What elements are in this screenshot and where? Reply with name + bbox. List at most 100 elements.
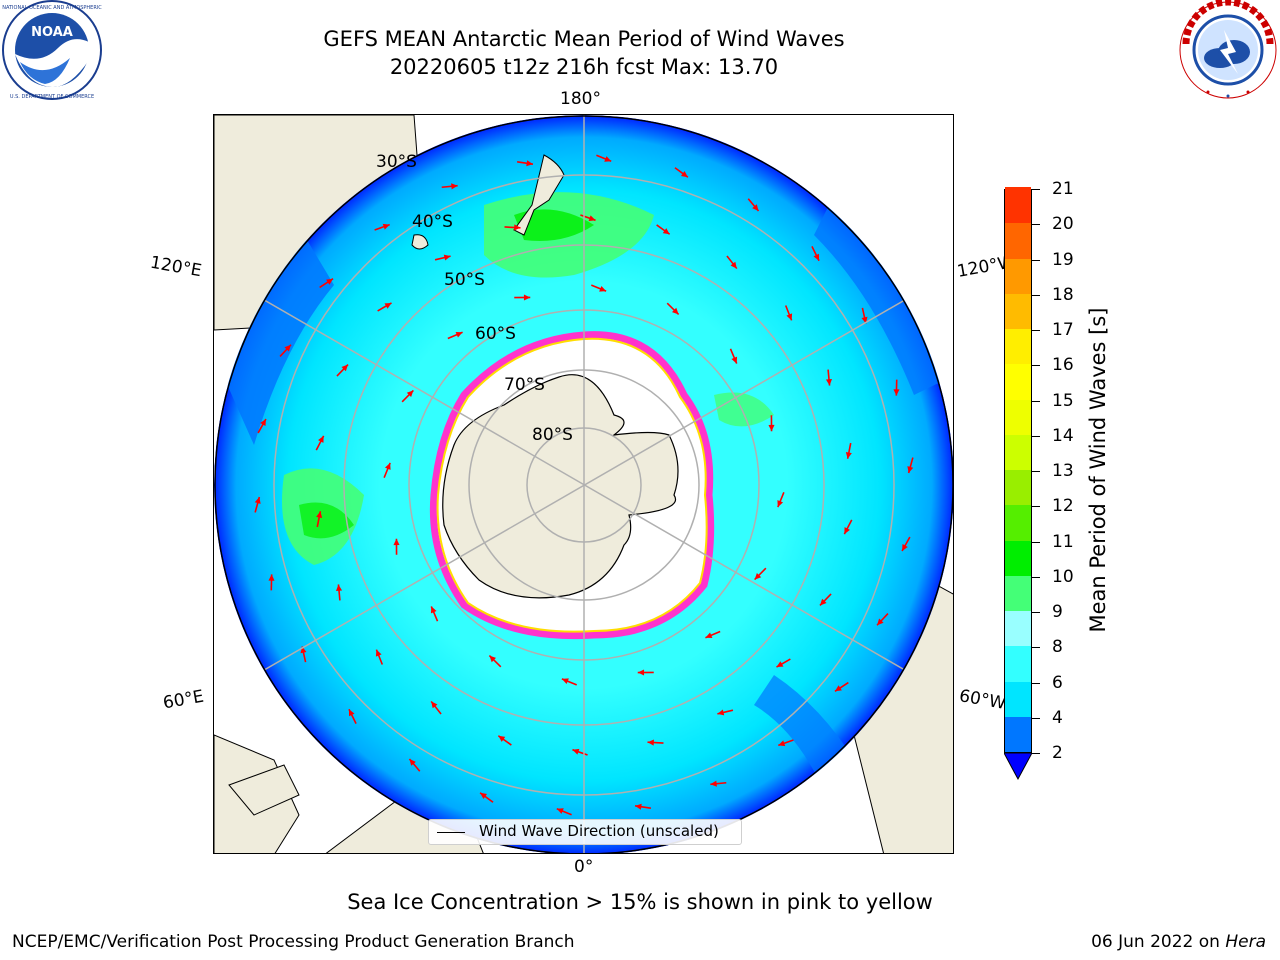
wave-direction-arrowhead <box>514 224 521 231</box>
wave-direction-arrowhead <box>382 223 390 230</box>
legend-line-swatch <box>437 832 465 833</box>
wave-direction-arrowhead <box>451 183 458 190</box>
colorbar-tick-label: 15 <box>1052 390 1074 411</box>
nws-logo-icon <box>1176 0 1280 104</box>
wave-direction-arrowhead <box>819 598 827 606</box>
wave-direction-arrowhead <box>777 500 784 508</box>
colorbar-tick-label: 9 <box>1052 602 1063 622</box>
wave-direction-arrowhead <box>561 678 569 685</box>
wave-direction-arrowhead <box>523 294 531 301</box>
lat-label-40s: 40°S <box>412 212 453 232</box>
colorbar-tick <box>1032 189 1040 190</box>
wave-direction-arrowhead <box>489 655 497 663</box>
wave-direction-arrowhead <box>813 253 820 261</box>
wave-direction-arrowhead <box>647 739 654 746</box>
wave-direction-arrowhead <box>348 709 355 717</box>
wave-direction-arrowhead <box>710 780 717 787</box>
colorbar-segment <box>1005 716 1031 752</box>
wave-direction-arrowhead <box>431 701 438 709</box>
colorbar-tick <box>1032 753 1040 754</box>
wave-direction-arrowhead <box>681 171 688 178</box>
svg-text:NATIONAL OCEANIC AND ATMOSPHER: NATIONAL OCEANIC AND ATMOSPHERIC <box>2 5 102 11</box>
colorbar-tick-label: 16 <box>1052 355 1074 376</box>
colorbar-tick-label: 10 <box>1052 566 1074 587</box>
wave-direction-arrowhead <box>637 669 645 676</box>
wave-direction-arrowhead <box>717 709 725 716</box>
colorbar-segment <box>1005 222 1031 259</box>
lat-label-50s: 50°S <box>444 270 485 290</box>
wave-direction-arrowhead <box>455 331 463 338</box>
colorbar-tick-label: 19 <box>1052 249 1074 270</box>
colorbar-segment <box>1005 328 1031 365</box>
wave-direction-arrowhead <box>556 808 564 814</box>
chart-title: GEFS MEAN Antarctic Mean Period of Wind … <box>323 27 845 51</box>
chart-subtitle-forecast: 20220605 t12z 216h fcst Max: 13.70 <box>389 55 779 79</box>
lon-label-180: 180° <box>560 89 601 109</box>
colorbar-segment <box>1005 504 1031 541</box>
lon-label-60w: 60°W <box>957 686 1008 714</box>
colorbar-tick-label: 17 <box>1052 320 1074 340</box>
colorbar-segment <box>1005 257 1031 294</box>
wave-direction-arrowhead <box>384 302 392 309</box>
wave-direction-arrowhead <box>375 649 382 657</box>
footer-producer: NCEP/EMC/Verification Post Processing Pr… <box>12 932 575 952</box>
colorbar-segment <box>1005 187 1031 224</box>
colorbar-tick <box>1032 294 1040 296</box>
wave-direction-arrowhead <box>671 307 679 315</box>
svg-text:NOAA: NOAA <box>31 25 73 40</box>
colorbar-tick <box>1032 365 1040 367</box>
noaa-logo-icon: NOAA NATIONAL OCEANIC AND ATMOSPHERIC U.… <box>0 0 104 104</box>
antarctica-land <box>442 374 679 599</box>
wind-wave-direction-arrows <box>254 154 914 816</box>
wave-direction-arrowhead <box>326 278 334 285</box>
colorbar-tick <box>1032 224 1040 226</box>
colorbar-tick <box>1032 435 1040 437</box>
colorbar-segment <box>1005 680 1031 717</box>
lon-label-120e: 120°E <box>148 252 204 282</box>
colorbar-extend-triangle <box>1003 752 1033 785</box>
wave-direction-arrowhead <box>768 424 775 432</box>
wave-direction-arrowhead <box>893 389 900 396</box>
colorbar-tick-label: 13 <box>1052 461 1074 481</box>
colorbar-tick <box>1032 506 1040 508</box>
wave-direction-arrowhead <box>731 356 738 364</box>
colorbar-tick-label: 12 <box>1052 496 1074 517</box>
lat-label-60s: 60°S <box>475 324 516 344</box>
wave-direction-arrowhead <box>752 204 759 212</box>
colorbar-tick-label: 18 <box>1052 284 1074 305</box>
wave-direction-arrowhead <box>730 261 737 269</box>
colorbar <box>1004 187 1032 753</box>
footer-date-text: 06 Jun 2022 on <box>1091 932 1226 952</box>
wave-direction-arrowhead <box>316 511 323 519</box>
colorbar-segment <box>1005 539 1031 576</box>
lon-label-60e: 60°E <box>161 686 206 714</box>
polar-map <box>214 115 953 853</box>
wave-direction-arrowhead <box>599 285 607 292</box>
wave-direction-arrowhead <box>635 803 642 810</box>
wave-direction-arrowhead <box>902 544 908 552</box>
lat-label-80s: 80°S <box>532 425 573 445</box>
wave-direction-arrowhead <box>845 451 852 459</box>
wave-direction-arrowhead <box>393 538 400 546</box>
wave-direction-arrowhead <box>480 792 487 799</box>
colorbar-tick <box>1032 576 1040 578</box>
wave-direction-arrowhead <box>335 584 343 592</box>
wave-direction-arrowhead <box>844 527 850 535</box>
colorbar-tick <box>1032 717 1040 719</box>
map-panel <box>213 114 954 854</box>
wave-direction-arrowhead <box>443 254 451 261</box>
wave-direction-arrowhead <box>825 378 833 386</box>
lon-label-0: 0° <box>574 857 594 877</box>
colorbar-segment <box>1005 434 1031 470</box>
legend-label: Wind Wave Direction (unscaled) <box>479 822 719 840</box>
wave-direction-arrowhead <box>754 572 762 580</box>
colorbar-segment <box>1005 469 1031 506</box>
colorbar-segment <box>1005 398 1031 435</box>
colorbar-tick <box>1032 647 1040 649</box>
wave-direction-arrowhead <box>877 618 884 626</box>
footer-date: 06 Jun 2022 on Hera <box>1091 932 1266 952</box>
colorbar-segment <box>1005 575 1031 611</box>
colorbar-tick <box>1032 471 1040 472</box>
wave-direction-arrowhead <box>776 661 784 668</box>
wave-direction-arrowhead <box>318 435 324 443</box>
